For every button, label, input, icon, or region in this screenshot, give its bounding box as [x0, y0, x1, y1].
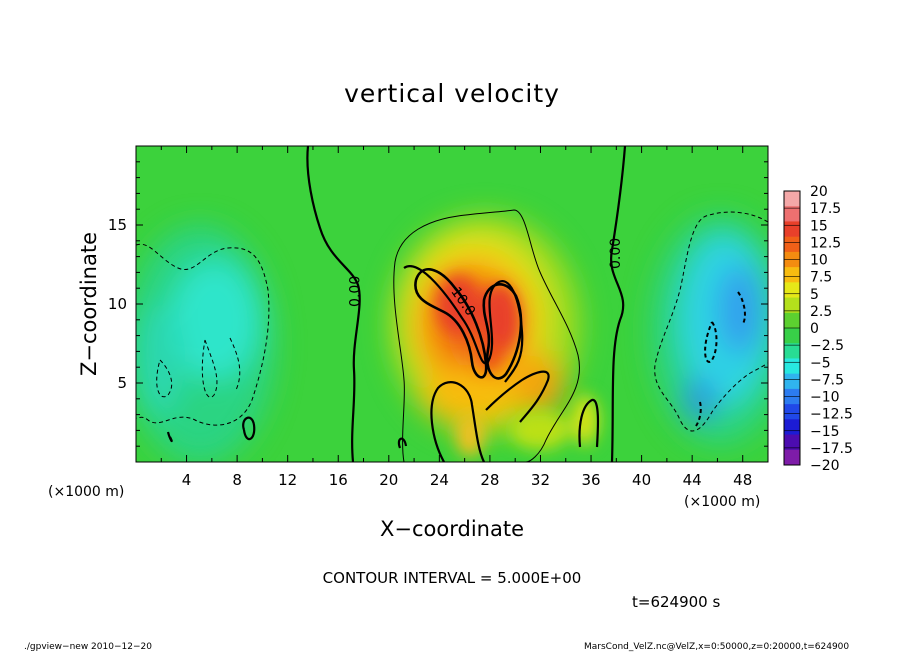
colorbar-label-14: −15: [810, 424, 840, 440]
x-tick-label-0: 4: [182, 471, 192, 489]
colorbar-label-2: 15: [810, 218, 828, 234]
x-tick-label-9: 40: [632, 471, 651, 489]
colorbar-label-0: 20: [810, 184, 828, 200]
colorbar-label-15: −17.5: [810, 441, 853, 457]
colorbar-swatch-5: [784, 267, 800, 283]
x-tick-label-4: 20: [379, 471, 398, 489]
y-tick-labels: 5 10 15: [108, 216, 127, 392]
x-tick-labels: 4 8 12 16 20 24 28 32 36 40 44 48: [182, 471, 752, 489]
plot-area: 0.00 10.00.00: [136, 146, 768, 462]
colorbar-label-16: −20: [810, 458, 840, 474]
colorbar-swatch-16: [784, 434, 800, 451]
contour-label-2: 0.00: [608, 238, 624, 269]
colorbar-swatch-9: [784, 328, 800, 344]
colorbar-swatch-8: [784, 312, 800, 329]
ten-contour: [414, 268, 523, 380]
x-unit-right: (×1000 m): [684, 494, 760, 510]
zero-contours: [166, 146, 627, 462]
colorbar-label-13: −12.5: [810, 407, 853, 423]
x-tick-label-8: 36: [581, 471, 600, 489]
axis-ticks: [136, 146, 768, 462]
colorbar-label-9: −2.5: [810, 338, 844, 354]
thin-contours: [393, 209, 580, 462]
contour-interval: CONTOUR INTERVAL = 5.000E+00: [323, 569, 582, 587]
colorbar-swatch-15: [784, 419, 800, 436]
x-unit-left: (×1000 m): [48, 484, 124, 500]
colorbar-swatch-14: [784, 404, 800, 420]
colorbar-label-6: 5: [810, 287, 819, 303]
x-tick-label-7: 32: [531, 471, 550, 489]
y-tick-label-1: 10: [108, 295, 127, 313]
colorbar-label-12: −10: [810, 390, 840, 406]
colorbar: [783, 190, 801, 466]
x-axis-label: X−coordinate: [380, 517, 524, 541]
footer-right: MarsCond_VelZ.nc@VelZ,x=0:50000,z=0:2000…: [584, 642, 850, 652]
x-tick-label-3: 16: [329, 471, 348, 489]
y-tick-label-2: 15: [108, 216, 127, 234]
colorbar-swatch-3: [784, 236, 800, 253]
x-tick-label-2: 12: [278, 471, 297, 489]
colorbar-swatch-0: [784, 191, 800, 207]
time-label: t=624900 s: [632, 593, 720, 611]
contour-label-0: 0.00: [348, 276, 364, 307]
y-tick-label-0: 5: [117, 374, 127, 392]
colorbar-swatch-6: [784, 282, 800, 299]
y-axis-label: Z−coordinate: [77, 232, 101, 376]
colorbar-swatch-17: [784, 449, 800, 466]
colorbar-label-8: 0: [810, 321, 819, 337]
negative-contours: [136, 211, 768, 432]
x-tick-label-1: 8: [232, 471, 242, 489]
colorbar-label-4: 10: [810, 253, 828, 269]
x-tick-label-5: 24: [430, 471, 449, 489]
colorbar-swatch-11: [784, 358, 800, 375]
colorbar-label-3: 12.5: [810, 235, 841, 251]
colorbar-swatch-7: [784, 297, 800, 314]
x-tick-label-11: 48: [733, 471, 752, 489]
footer-left: ./gpview−new 2010−12−20: [24, 642, 152, 652]
colorbar-label-10: −5: [810, 355, 831, 371]
colorbar-swatch-1: [784, 206, 800, 222]
colorbar-label-7: 2.5: [810, 304, 832, 320]
colorbar-label-5: 7.5: [810, 270, 832, 286]
x-tick-label-10: 44: [683, 471, 702, 489]
chart-title: vertical velocity: [344, 79, 560, 108]
colorbar-swatch-10: [784, 343, 800, 359]
colorbar-swatch-2: [784, 221, 800, 238]
colorbar-label-11: −7.5: [810, 372, 844, 388]
x-tick-label-6: 28: [480, 471, 499, 489]
colorbar-swatch-12: [784, 373, 800, 390]
colorbar-label-1: 17.5: [810, 201, 841, 217]
